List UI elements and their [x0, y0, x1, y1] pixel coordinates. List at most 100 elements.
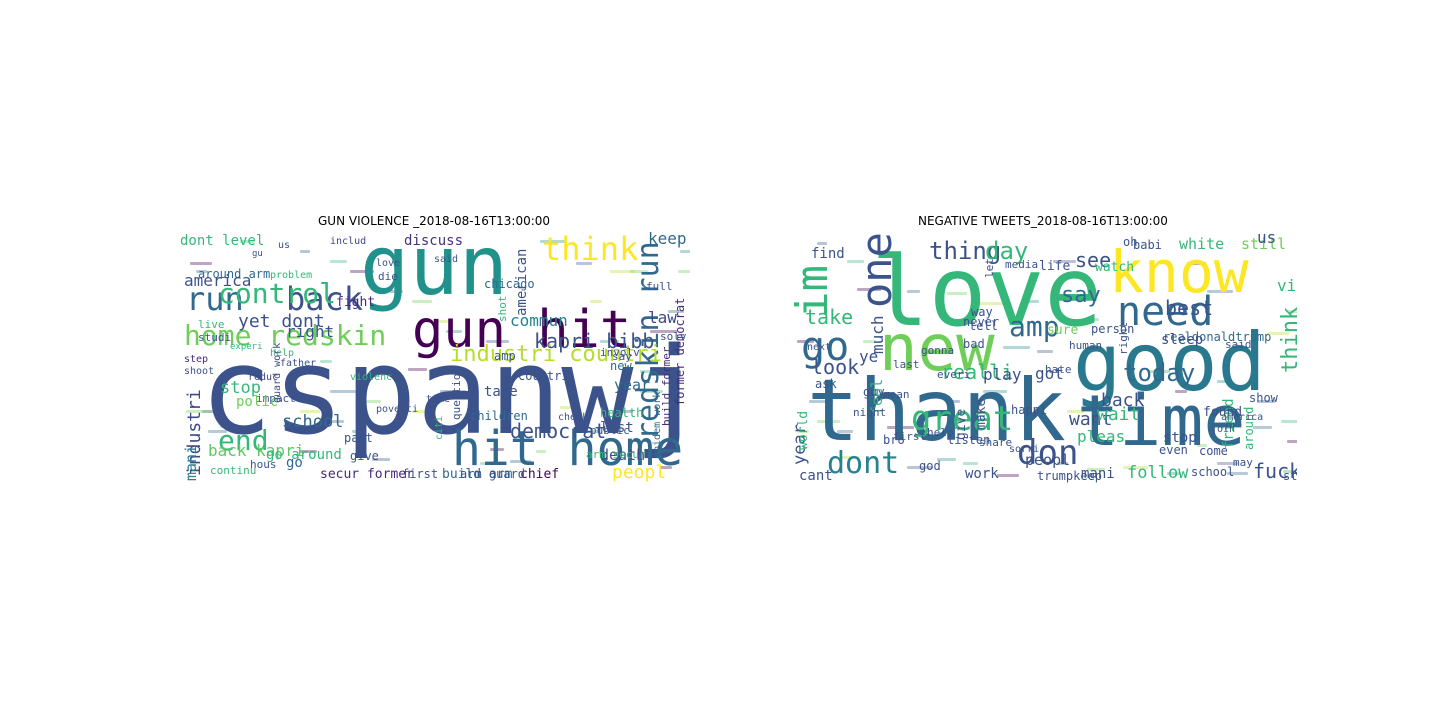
tiny-word-mark: [536, 450, 546, 453]
cloud-word: right: [286, 322, 334, 341]
cloud-word: great: [911, 399, 1013, 439]
cloud-word: industri: [184, 389, 205, 476]
tiny-word-mark: [630, 270, 648, 273]
tiny-word-mark: [1217, 380, 1228, 383]
cloud-word: children: [470, 409, 528, 423]
cloud-word: think: [542, 230, 638, 268]
tiny-word-mark: [1175, 390, 1187, 393]
cloud-word: come: [1199, 444, 1228, 458]
cloud-word: said: [1225, 338, 1252, 351]
cloud-word: work: [965, 466, 999, 482]
cloud-word: found: [1203, 405, 1242, 420]
tiny-word-mark: [366, 400, 381, 403]
cloud-word: god: [919, 459, 941, 473]
cloud-word: need: [1117, 289, 1213, 335]
tiny-word-mark: [947, 292, 967, 295]
cloud-word: bad: [963, 337, 985, 351]
tiny-word-mark: [640, 390, 663, 393]
right-panel-title: NEGATIVE TWEETS_2018-08-16T13:00:00: [918, 214, 1168, 228]
cloud-word: death: [600, 446, 645, 464]
tiny-word-mark: [907, 466, 933, 469]
tiny-word-mark: [1217, 462, 1238, 465]
cloud-word: everi: [937, 368, 970, 381]
tiny-word-mark: [620, 410, 633, 413]
tiny-word-mark: [839, 456, 859, 459]
tiny-word-mark: [352, 430, 363, 433]
cloud-word: take: [484, 384, 518, 400]
cloud-word: way: [971, 305, 993, 319]
cloud-word: school: [282, 412, 343, 432]
cloud-word: chicago: [484, 277, 535, 291]
cloud-word: give: [350, 449, 379, 463]
cloud-word: us: [1257, 230, 1276, 247]
cloud-word: around arm: [198, 267, 270, 281]
tiny-word-mark: [817, 420, 840, 423]
cloud-word: hate: [1045, 363, 1072, 376]
cloud-word: father: [280, 358, 316, 369]
tiny-word-mark: [1253, 426, 1272, 429]
cloud-word: peopl: [1025, 451, 1070, 469]
cloud-word: cant: [799, 468, 833, 484]
cloud-word: ask: [815, 377, 837, 391]
cloud-word: new: [879, 312, 995, 386]
cloud-word: industri countri: [450, 342, 662, 367]
cloud-word: got: [1035, 364, 1064, 383]
cloud-word: polic: [236, 394, 278, 410]
tiny-word-mark: [300, 250, 310, 253]
cloud-word: sorri: [1009, 444, 1039, 455]
cloud-word: back: [286, 280, 363, 318]
cloud-word: gun hit: [412, 300, 631, 360]
cloud-word: around: [1242, 407, 1256, 450]
negative-tweets-word-cloud: love thank good time know new need im one go amp gr…: [787, 230, 1297, 485]
tiny-word-mark: [1037, 350, 1053, 353]
cloud-word: trumpkeep: [1037, 469, 1102, 483]
tiny-word-mark: [446, 330, 462, 333]
tiny-word-mark: [408, 368, 427, 371]
tiny-word-mark: [320, 420, 344, 423]
cloud-word: help: [927, 426, 954, 439]
cloud-word: fuck: [1253, 459, 1297, 483]
cloud-word: public: [590, 424, 630, 437]
cloud-word: bro: [883, 433, 905, 447]
cloud-word: good: [1073, 316, 1266, 409]
cloud-word: continu: [210, 464, 256, 477]
cloud-word: amp: [494, 349, 516, 363]
cloud-word: follow: [1127, 463, 1189, 483]
gun-violence-word-cloud: cspanwj gun gun hit hit home back run control h…: [180, 230, 690, 485]
cloud-word: person: [1091, 322, 1134, 336]
cloud-word: listen: [947, 433, 990, 447]
tiny-word-mark: [1281, 420, 1297, 423]
cloud-word: babi: [1133, 238, 1162, 252]
cloud-word: gonna: [921, 344, 954, 357]
cloud-word: find: [811, 246, 845, 262]
tiny-word-mark: [1267, 332, 1289, 335]
cloud-word: law: [648, 308, 677, 327]
cloud-word: love: [376, 258, 400, 269]
cloud-word: see: [1075, 248, 1111, 272]
cloud-word: ye: [859, 347, 878, 366]
cloud-word: discuss: [404, 233, 463, 249]
tiny-word-mark: [983, 390, 1007, 393]
cloud-word: stop: [220, 378, 261, 398]
cloud-word: america: [184, 271, 251, 290]
cloud-word: cspanwj: [200, 323, 690, 462]
cloud-word: sure: [1047, 323, 1078, 338]
cloud-word: solv: [660, 330, 687, 343]
tiny-word-mark: [997, 474, 1019, 477]
cloud-word: night: [853, 406, 886, 419]
tiny-word-mark: [947, 400, 960, 403]
cloud-word: time: [1077, 380, 1246, 462]
tiny-word-mark: [1167, 472, 1181, 475]
tiny-word-mark: [208, 430, 227, 433]
tiny-word-mark: [1053, 260, 1076, 263]
tiny-word-mark: [837, 430, 853, 433]
cloud-word: start: [1283, 469, 1297, 483]
cloud-word: go: [286, 455, 303, 471]
cloud-word: problem: [270, 270, 312, 281]
tiny-word-mark: [817, 242, 827, 245]
tiny-word-mark: [797, 340, 814, 343]
cloud-word: give: [954, 409, 969, 440]
cloud-word: shoot: [184, 366, 214, 377]
